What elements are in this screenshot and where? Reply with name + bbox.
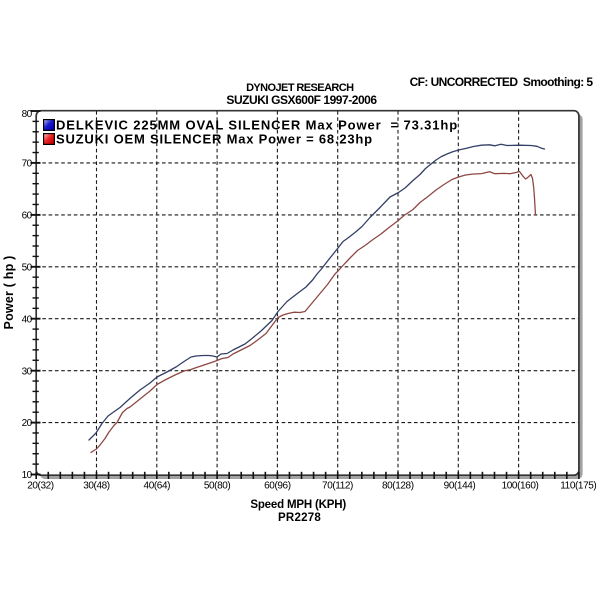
svg-text:SUZUKI OEM SILENCER Max Power: SUZUKI OEM SILENCER Max Power = 68.23hp [56,132,373,147]
svg-text:50(80): 50(80) [204,480,231,491]
svg-text:PR2278: PR2278 [278,512,321,524]
svg-text:Power ( hp ): Power ( hp ) [2,256,16,330]
svg-text:40(64): 40(64) [144,480,171,491]
svg-text:30(48): 30(48) [83,480,110,491]
svg-text:70: 70 [22,159,33,170]
svg-text:10: 10 [22,470,33,481]
svg-text:100(160): 100(160) [502,480,539,491]
svg-text:110(175): 110(175) [560,480,596,491]
svg-text:CF: UNCORRECTED Smoothing: 5: CF: UNCORRECTED Smoothing: 5 [410,75,594,89]
svg-text:60(96): 60(96) [264,480,291,491]
svg-text:Speed MPH (KPH): Speed MPH (KPH) [250,499,346,511]
svg-text:80(128): 80(128) [382,480,414,491]
svg-text:90(144): 90(144) [444,480,476,491]
svg-text:60: 60 [22,211,33,222]
svg-text:30: 30 [22,366,33,377]
svg-text:70(112): 70(112) [322,480,353,491]
svg-text:DELKEVIC 225MM OVAL SILENCER M: DELKEVIC 225MM OVAL SILENCER Max Power =… [56,118,458,133]
svg-text:SUZUKI GSX600F 1997-2006: SUZUKI GSX600F 1997-2006 [226,93,377,107]
svg-text:20(32): 20(32) [27,480,54,491]
svg-text:80: 80 [22,109,33,120]
svg-text:40: 40 [22,314,33,325]
svg-text:50: 50 [22,262,33,273]
svg-text:20: 20 [22,418,33,429]
svg-text:DYNOJET RESEARCH: DYNOJET RESEARCH [246,82,354,94]
